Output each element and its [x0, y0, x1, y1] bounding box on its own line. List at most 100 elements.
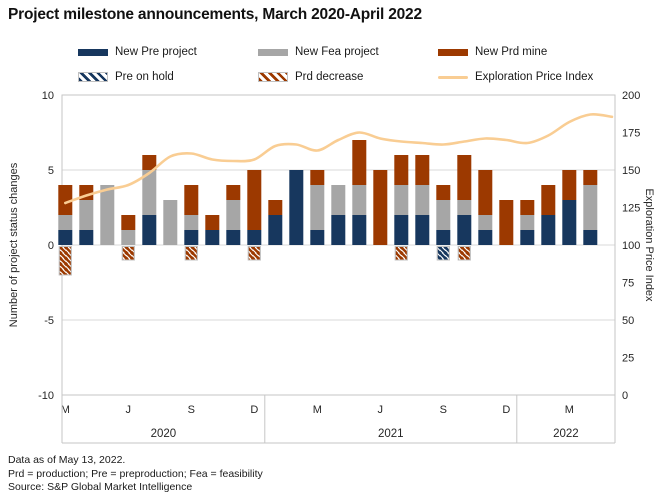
- bar-segment-new-pre-project: [79, 230, 94, 245]
- bar-segment-new-prd-mine: [457, 155, 472, 200]
- bar-segment-new-pre-project: [268, 215, 283, 245]
- bar-segment-new-pre-project: [289, 170, 304, 245]
- svg-text:200: 200: [622, 90, 640, 102]
- legend-item-new-prd-mine: New Prd mine: [438, 46, 638, 58]
- bar-segment-new-pre-project: [352, 215, 367, 245]
- marker-prd-decrease: [457, 246, 471, 261]
- legend: New Pre project New Fea project New Prd mi…: [78, 46, 638, 83]
- bar-segment-new-prd-mine: [142, 155, 157, 170]
- legend-label: New Prd mine: [475, 46, 548, 58]
- bar-segment-new-prd-mine: [310, 170, 325, 185]
- exploration-price-index-line: [64, 113, 614, 205]
- legend-item-exploration-price-index: Exploration Price Index: [438, 71, 638, 83]
- marker-prd-decrease: [58, 246, 72, 276]
- svg-text:75: 75: [622, 278, 634, 290]
- bar-segment-new-fea-project: [226, 200, 241, 230]
- bar-segment-new-fea-project: [58, 215, 73, 230]
- bar-segment-new-fea-project: [457, 200, 472, 215]
- bar-segment-new-pre-project: [226, 230, 241, 245]
- legend-swatch-pre-on-hold-icon: [78, 72, 108, 82]
- marker-prd-decrease: [394, 246, 408, 261]
- bar-segment-new-fea-project: [394, 185, 409, 215]
- legend-swatch-new-pre-project-icon: [78, 48, 108, 56]
- bar-segment-new-pre-project: [58, 230, 73, 245]
- svg-text:M: M: [565, 404, 574, 416]
- svg-text:25: 25: [622, 353, 634, 365]
- bar-segment-new-prd-mine: [520, 200, 535, 215]
- svg-text:-5: -5: [44, 315, 54, 327]
- bar-segment-new-fea-project: [331, 185, 346, 215]
- bar-segment-new-pre-project: [457, 215, 472, 245]
- bar-segment-new-pre-project: [520, 230, 535, 245]
- svg-text:50: 50: [622, 315, 634, 327]
- svg-text:J: J: [378, 404, 384, 416]
- bar-segment-new-fea-project: [583, 185, 598, 230]
- bar-segment-new-pre-project: [562, 200, 577, 245]
- bar-segment-new-pre-project: [394, 215, 409, 245]
- bar-segment-new-prd-mine: [541, 185, 556, 215]
- x-axis-year-dividers: [61, 395, 616, 444]
- svg-text:0: 0: [622, 390, 628, 402]
- stacked-bars: [58, 140, 598, 245]
- bar-segment-new-fea-project: [142, 170, 157, 215]
- bar-segment-new-prd-mine: [247, 170, 262, 230]
- chart-title: Project milestone announcements, March 2…: [8, 6, 422, 23]
- bar-segment-new-prd-mine: [184, 185, 199, 215]
- bar-segment-new-pre-project: [310, 230, 325, 245]
- bar-segment-new-fea-project: [310, 185, 325, 230]
- svg-text:2020: 2020: [151, 428, 177, 440]
- bar-segment-new-prd-mine: [415, 155, 430, 185]
- svg-text:D: D: [502, 404, 510, 416]
- svg-text:D: D: [250, 404, 258, 416]
- legend-item-new-pre-project: New Pre project: [78, 46, 258, 58]
- bar-segment-new-pre-project: [541, 215, 556, 245]
- bar-segment-new-prd-mine: [121, 215, 136, 230]
- bar-segment-new-pre-project: [184, 230, 199, 245]
- footer-data-as-of: Data as of May 13, 2022.: [8, 454, 126, 466]
- bar-segment-new-fea-project: [352, 185, 367, 215]
- bar-segment-new-prd-mine: [562, 170, 577, 200]
- svg-text:-10: -10: [38, 390, 54, 402]
- marker-prd-decrease: [184, 246, 198, 261]
- bar-segment-new-prd-mine: [226, 185, 241, 200]
- bar-segment-new-pre-project: [205, 230, 220, 245]
- y-axis-right-title: Exploration Price Index: [643, 188, 655, 302]
- y-axis-left-ticks: 10 5 0 -5 -10: [38, 90, 54, 402]
- svg-text:2021: 2021: [378, 428, 404, 440]
- marker-prd-decrease: [247, 246, 261, 261]
- svg-text:150: 150: [622, 165, 640, 177]
- svg-text:10: 10: [42, 90, 54, 102]
- bar-segment-new-fea-project: [121, 230, 136, 245]
- chart-svg: 10 50 -5 -10 200 175 150 125 100 75 50 25 0 Number of…: [8, 90, 655, 444]
- bar-segment-new-prd-mine: [478, 170, 493, 215]
- bar-segment-new-pre-project: [478, 230, 493, 245]
- x-axis-year-labels: 2020 2021 2022: [151, 428, 579, 440]
- svg-text:M: M: [313, 404, 322, 416]
- bar-segment-new-prd-mine: [205, 215, 220, 230]
- bar-segment-new-prd-mine: [58, 185, 73, 215]
- y-axis-right-ticks: 200 175 150 125 100 75 50 25 0: [622, 90, 640, 402]
- svg-text:J: J: [126, 404, 132, 416]
- legend-swatch-new-fea-project-icon: [258, 48, 288, 56]
- legend-swatch-new-prd-mine-icon: [438, 48, 468, 56]
- bar-segment-new-fea-project: [100, 185, 115, 245]
- svg-text:2022: 2022: [553, 428, 579, 440]
- svg-text:100: 100: [622, 240, 640, 252]
- legend-item-pre-on-hold: Pre on hold: [78, 71, 258, 83]
- bar-segment-new-pre-project: [583, 230, 598, 245]
- y-axis-left-title: Number of project status changes: [8, 162, 20, 327]
- bar-segment-new-pre-project: [247, 230, 262, 245]
- bar-segment-new-fea-project: [163, 200, 178, 245]
- bar-segment-new-pre-project: [331, 215, 346, 245]
- negative-markers: [58, 246, 471, 276]
- svg-text:125: 125: [622, 203, 640, 215]
- bar-segment-new-pre-project: [415, 215, 430, 245]
- bar-segment-new-prd-mine: [352, 140, 367, 185]
- bar-segment-new-fea-project: [436, 200, 451, 230]
- legend-label: New Fea project: [295, 46, 379, 58]
- footer-abbreviations: Prd = production; Pre = preproduction; F…: [8, 467, 263, 480]
- bar-segment-new-pre-project: [436, 230, 451, 245]
- svg-text:175: 175: [622, 128, 640, 140]
